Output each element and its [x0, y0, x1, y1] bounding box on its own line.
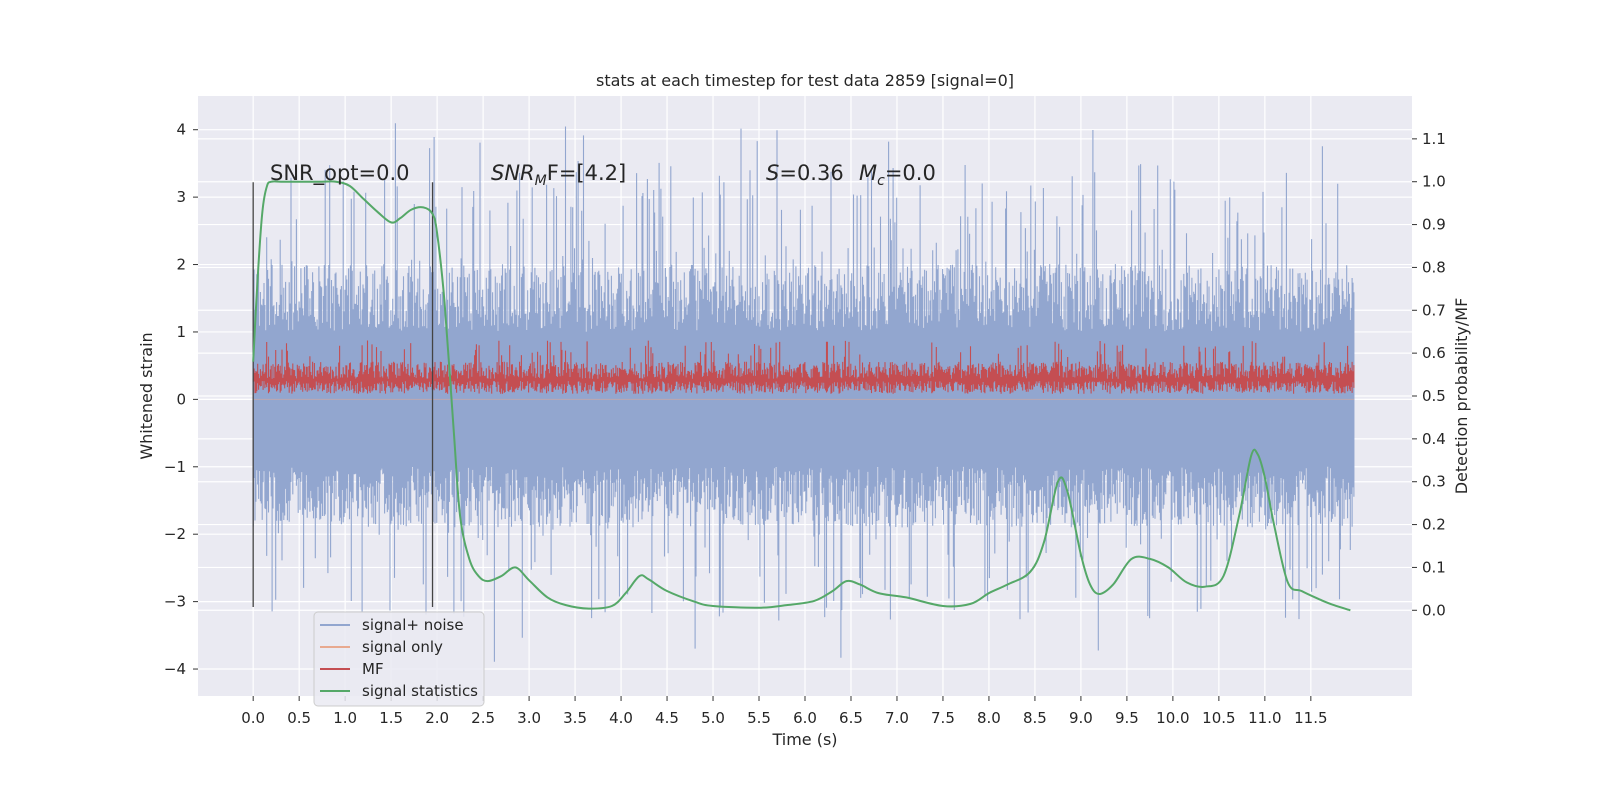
- x-tick-label: 11.0: [1248, 709, 1281, 727]
- ticks: 0.0 0.5 1.0 1.5 2.0 2.5 3.0 3.5 4.0 4.5 5.0 5.5 6.0 6…: [164, 121, 1446, 727]
- signal-statistics-line: [252, 180, 1351, 612]
- y-right-tick-label: 0.7: [1422, 301, 1446, 319]
- legend-label-signal-only: signal only: [362, 638, 443, 656]
- legend-label-signal-statistics: signal statistics: [362, 682, 478, 700]
- y-right-tick-label: 0.1: [1422, 558, 1446, 576]
- y-right-tick-label: 0.0: [1422, 601, 1446, 619]
- x-tick-label: 1.5: [379, 709, 403, 727]
- x-tick-label: 10.0: [1156, 709, 1189, 727]
- x-tick-label: 4.5: [655, 709, 679, 727]
- y-left-tick-label: 4: [176, 121, 186, 139]
- signal-statistics-series: [252, 180, 1351, 612]
- annotation-snr-mf-main: SNR: [491, 161, 535, 185]
- x-tick-label: 0.0: [241, 709, 265, 727]
- y-right-tick-label: 0.8: [1422, 258, 1446, 276]
- x-tick-label: 1.0: [333, 709, 357, 727]
- legend-box: [313, 611, 485, 707]
- y-right-tick-label: 1.0: [1422, 173, 1446, 191]
- x-tick-label: 7.0: [885, 709, 909, 727]
- y-left-tick-label: 3: [176, 188, 186, 206]
- y-right-tick-label: 0.2: [1422, 516, 1446, 534]
- annotation-snr-mf: SNRMF=[4.2]: [491, 161, 626, 189]
- annotation-snr-mf-sub: M: [535, 173, 547, 189]
- chart-title: stats at each timestep for test data 285…: [596, 71, 1014, 90]
- x-tick-label: 3.5: [563, 709, 587, 727]
- y-right-tick-label: 0.6: [1422, 344, 1446, 362]
- y-axis-right-label: Detection probability/MF: [1452, 298, 1471, 495]
- annotation-mc: Mc=0.0: [859, 161, 936, 189]
- y-left-tick-label: −4: [164, 660, 186, 678]
- x-tick-label: 3.0: [517, 709, 541, 727]
- y-left-tick-label: 1: [176, 323, 186, 341]
- annotation-snr-mf-rest: F=[4.2]: [547, 161, 626, 185]
- x-tick-label: 0.5: [287, 709, 311, 727]
- x-tick-label: 6.0: [793, 709, 817, 727]
- x-axis-label: Time (s): [771, 730, 837, 749]
- y-right-tick-label: 0.3: [1422, 473, 1446, 491]
- x-tick-label: 11.5: [1294, 709, 1327, 727]
- vertical-markers: [252, 182, 434, 608]
- x-tick-label: 5.0: [701, 709, 725, 727]
- y-left-tick-label: 2: [176, 256, 186, 274]
- y-left-tick-label: 0: [176, 390, 186, 408]
- legend-label-mf: MF: [362, 660, 384, 678]
- y-axis-left-label: Whitened strain: [137, 332, 156, 459]
- x-tick-label: 8.5: [1023, 709, 1047, 727]
- annotation-s-main: S: [766, 161, 779, 185]
- x-tick-label: 5.5: [747, 709, 771, 727]
- x-tick-label: 8.0: [977, 709, 1001, 727]
- y-right-tick-label: 0.5: [1422, 387, 1446, 405]
- annotation-mc-main: M: [859, 161, 877, 185]
- x-tick-label: 9.5: [1115, 709, 1139, 727]
- x-tick-label: 2.0: [425, 709, 449, 727]
- x-tick-label: 7.5: [931, 709, 955, 727]
- y-left-tick-label: −3: [164, 593, 186, 611]
- x-tick-label: 4.0: [609, 709, 633, 727]
- annotation-mc-sub: c: [877, 173, 885, 189]
- x-tick-label: 10.5: [1202, 709, 1235, 727]
- legend: signal+ noise signal only MF signal stat…: [313, 611, 485, 707]
- annotation-s: S=0.36: [766, 161, 844, 185]
- legend-label-signal-noise: signal+ noise: [362, 616, 464, 634]
- annotation-s-rest: =0.36: [779, 161, 843, 185]
- y-right-tick-label: 0.4: [1422, 430, 1446, 448]
- y-right-tick-label: 1.1: [1422, 130, 1446, 148]
- x-tick-label: 9.0: [1069, 709, 1093, 727]
- annotation-mc-rest: =0.0: [885, 161, 936, 185]
- x-tick-label: 2.5: [471, 709, 495, 727]
- x-tick-label: 6.5: [839, 709, 863, 727]
- y-right-tick-label: 0.9: [1422, 216, 1446, 234]
- annotation-snr-opt: SNR_opt=0.0: [270, 161, 410, 186]
- y-left-tick-label: −1: [164, 458, 186, 476]
- y-left-tick-label: −2: [164, 525, 186, 543]
